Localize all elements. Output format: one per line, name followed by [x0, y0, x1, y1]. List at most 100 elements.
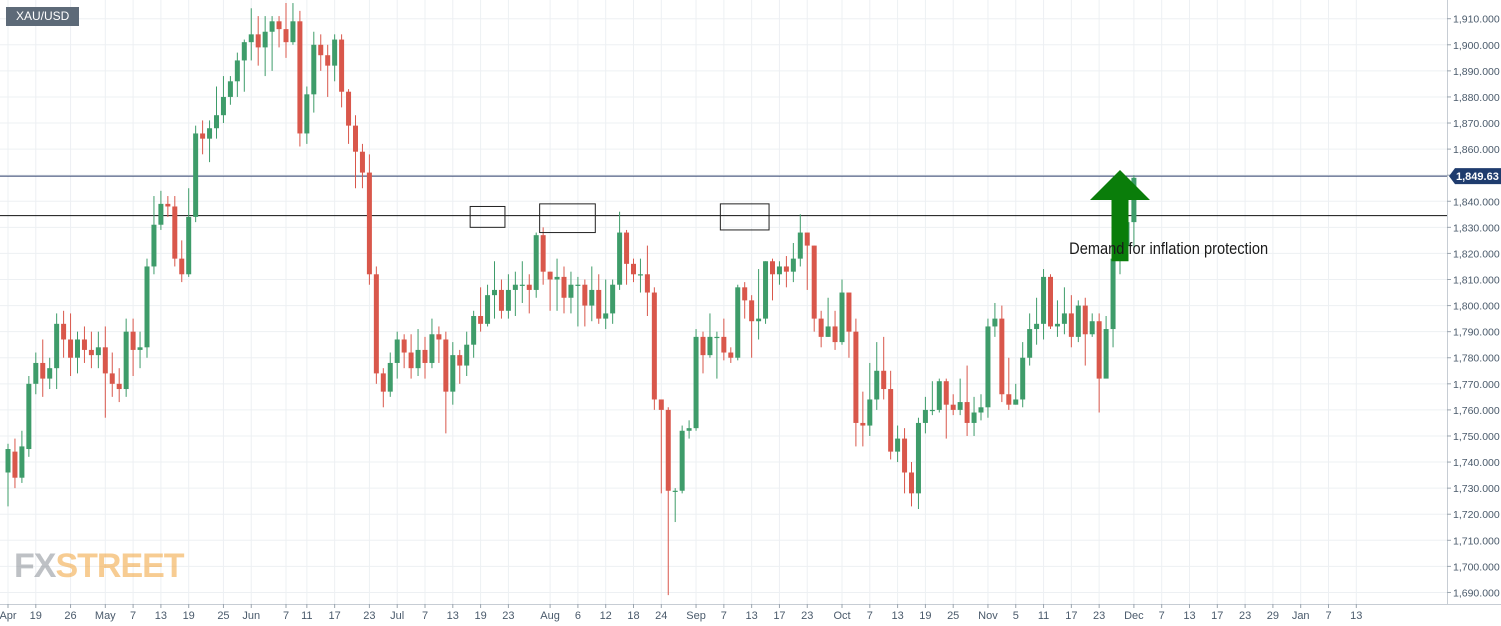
x-tick-label: 13 [447, 610, 459, 622]
candle-down [179, 258, 185, 275]
candle-up [193, 133, 199, 217]
x-tick-label: 17 [1065, 610, 1077, 622]
candle-up [915, 422, 921, 494]
candle-up [304, 94, 310, 134]
x-tick-label: Dec [1124, 610, 1144, 622]
candle-down [297, 21, 303, 134]
candle-up [797, 232, 803, 259]
x-tick-label: 19 [919, 610, 931, 622]
candle-down [596, 289, 602, 319]
x-tick-label: 23 [1093, 610, 1105, 622]
candle-up [839, 292, 845, 343]
candle-up [248, 34, 254, 43]
candle-down [353, 125, 358, 152]
x-tick-label: Sep [686, 610, 706, 622]
candle-up [637, 274, 643, 276]
candle-up [617, 232, 623, 285]
y-tick-label: 1,880.000 [1453, 92, 1500, 104]
candle-up [241, 42, 247, 61]
symbol-badge[interactable]: XAU/USD [6, 7, 80, 26]
candle-up [1054, 323, 1060, 327]
candle-down [68, 339, 74, 358]
y-tick-label: 1,720.000 [1453, 509, 1500, 521]
candle-up [936, 381, 942, 410]
candle-down [770, 261, 775, 275]
candle-down [818, 318, 824, 337]
y-tick-label: 1,870.000 [1453, 118, 1500, 130]
candle-up [978, 407, 984, 413]
candle-down [658, 399, 664, 410]
x-tick-label: 26 [64, 610, 76, 622]
current-price-label: 1,849.63 [1456, 171, 1499, 183]
x-tick-label: 25 [947, 610, 959, 622]
candle-up [95, 347, 101, 356]
x-tick-label: 13 [155, 610, 167, 622]
x-tick-label: 19 [183, 610, 195, 622]
candle-up [186, 216, 192, 275]
candle-down [366, 172, 372, 275]
candle-up [707, 336, 713, 356]
candle-down [109, 373, 115, 384]
candle-up [19, 446, 25, 478]
y-tick-label: 1,750.000 [1453, 431, 1500, 443]
candle-down [902, 438, 908, 473]
logo-part-street: STREET [55, 547, 184, 585]
candle-up [971, 412, 977, 423]
candle-up [790, 258, 796, 272]
candle-down [200, 133, 206, 139]
candle-up [1110, 258, 1116, 330]
candle-up [311, 44, 317, 95]
y-tick-label: 1,780.000 [1453, 353, 1500, 365]
candle-up [735, 287, 741, 358]
candle-up [1041, 276, 1047, 324]
x-tick-label: 11 [1038, 610, 1049, 622]
candle-up [825, 326, 831, 337]
candle-down [443, 339, 449, 392]
candle-down [283, 29, 289, 43]
x-tick-label: 23 [363, 610, 375, 622]
candle-down [61, 323, 67, 340]
x-tick-label: 12 [600, 610, 612, 622]
candle-down [81, 339, 87, 350]
candle-down [804, 232, 810, 246]
candle-down [811, 245, 817, 319]
candle-up [519, 284, 525, 286]
candle-down [498, 289, 504, 311]
candle-down [1068, 313, 1074, 337]
candle-down [373, 274, 379, 374]
candle-up [450, 355, 456, 392]
up-arrow-icon [1090, 169, 1150, 262]
candle-down [436, 334, 442, 340]
annotation-label: Demand for inflation protection [1069, 240, 1268, 258]
candle-up [214, 115, 219, 129]
candle-down [325, 55, 331, 66]
y-tick-label: 1,710.000 [1453, 535, 1500, 547]
x-tick-label: 23 [1239, 610, 1251, 622]
candle-down [1006, 394, 1012, 405]
y-tick-label: 1,820.000 [1453, 248, 1500, 260]
candle-up [33, 362, 39, 384]
candle-down [888, 389, 894, 452]
x-tick-label: 25 [217, 610, 229, 622]
candle-up [464, 344, 470, 366]
candle-down [644, 274, 650, 293]
current-price-tag [1449, 168, 1501, 185]
candle-down [401, 339, 407, 353]
candle-up [394, 339, 400, 363]
candle-down [624, 232, 630, 264]
y-tick-label: 1,810.000 [1453, 275, 1500, 287]
y-tick-label: 1,900.000 [1453, 40, 1500, 52]
x-tick-label: Jan [1292, 610, 1310, 622]
x-tick-label: 17 [329, 610, 341, 622]
candle-up [262, 31, 268, 48]
candle-up [714, 336, 720, 339]
x-tick-label: 5 [1013, 610, 1019, 622]
candle-down [742, 287, 748, 301]
x-tick-label: 13 [1350, 610, 1362, 622]
candle-down [346, 91, 352, 126]
candle-down [88, 349, 94, 356]
candle-up [874, 370, 880, 400]
candle-down [130, 331, 136, 350]
resistance-box [469, 205, 506, 228]
